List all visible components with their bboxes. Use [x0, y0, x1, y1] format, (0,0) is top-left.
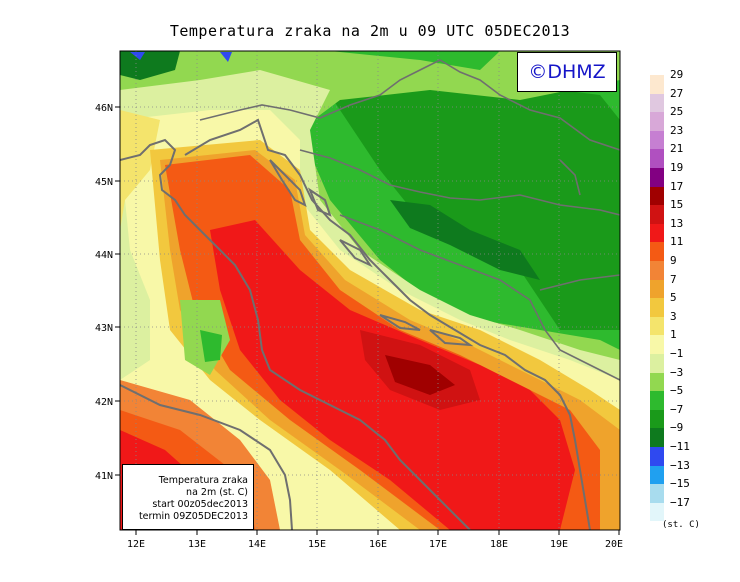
legend-label: −3 [670, 365, 684, 379]
legend-swatch [650, 484, 664, 503]
axis-ticks [115, 106, 620, 535]
legend-swatch [650, 75, 664, 94]
legend-label: −13 [670, 458, 690, 472]
zone-17 [385, 355, 455, 395]
lat-label: 45N [95, 177, 113, 188]
lon-label: 17E [429, 539, 447, 550]
legend-swatch [650, 261, 664, 280]
legend-label: 3 [670, 309, 677, 323]
lon-label: 18E [490, 539, 508, 550]
lat-label: 41N [95, 471, 113, 482]
legend-label: 29 [670, 68, 684, 81]
legend-swatch [650, 242, 664, 261]
legend-swatch [650, 447, 664, 466]
legend-label: 11 [670, 235, 684, 249]
legend-label: −9 [670, 421, 684, 435]
lon-label: 12E [127, 539, 145, 550]
lon-label: 16E [369, 539, 387, 550]
legend-label: 7 [670, 272, 677, 286]
zone-minus7 [390, 200, 540, 280]
legend-swatch [650, 298, 664, 317]
legend-swatch [650, 465, 664, 485]
legend-swatch [650, 223, 664, 243]
legend-swatch [650, 409, 664, 429]
legend-label: 9 [670, 254, 677, 267]
legend-label: −1 [670, 347, 684, 360]
legend-swatch [650, 112, 664, 131]
legend-swatch [650, 316, 664, 336]
temperature-field [120, 51, 620, 530]
zone-minus3-italy [200, 330, 222, 362]
legend-label: 25 [670, 105, 684, 119]
legend-label: 17 [670, 179, 684, 193]
lat-label: 42N [95, 397, 113, 408]
lat-label: 46N [95, 103, 113, 114]
info-box: Temperatura zraka na 2m (st. C) start 00… [122, 464, 254, 530]
plot-frame [119, 50, 621, 531]
legend-swatch [650, 149, 664, 168]
legend-label: −15 [670, 477, 690, 491]
legend-swatch [650, 372, 664, 392]
legend-swatch [650, 93, 664, 113]
lat-label: 44N [95, 250, 113, 261]
zone-5-west [120, 110, 160, 230]
legend-swatch [650, 428, 664, 447]
lon-label: 13E [188, 539, 206, 550]
lon-label: 15E [308, 539, 326, 550]
legend-unit: (st. C) [662, 520, 700, 530]
graticule [120, 51, 620, 530]
lat-label: 43N [95, 323, 113, 334]
legend-label: −17 [670, 495, 690, 509]
legend-label: −11 [670, 440, 690, 453]
latitude-labels: 46N 45N 44N 43N 42N 41N [95, 103, 113, 482]
zone-minus9-nw2 [220, 52, 232, 62]
coastlines [120, 118, 591, 530]
legend-label: 15 [670, 198, 684, 212]
zone-minus5 [330, 80, 620, 330]
longitude-labels: 12E 13E 14E 15E 16E 17E 18E 19E 20E [127, 539, 623, 550]
dhmz-logo: ©DHMZ [517, 52, 617, 92]
legend-swatch [650, 502, 664, 522]
legend-label: 5 [670, 291, 677, 305]
lon-label: 14E [248, 539, 266, 550]
legend-label: 13 [670, 216, 684, 230]
legend-label: −7 [670, 402, 684, 416]
info-line: Temperatura zraka [158, 475, 248, 486]
legend-swatch [650, 130, 664, 150]
legend-swatch [650, 335, 664, 354]
legend-label: 1 [670, 328, 677, 342]
zone-minus9-nw [130, 52, 145, 60]
legend-swatch [650, 354, 664, 373]
legend-swatch [650, 391, 664, 410]
info-line: start 00z05dec2013 [152, 499, 248, 510]
legend-label: 19 [670, 161, 684, 174]
legend-label: 27 [670, 86, 684, 100]
legend-label: 21 [670, 142, 684, 156]
legend-label: −5 [670, 384, 684, 398]
zone-minus7-nw [120, 51, 180, 80]
lon-label: 19E [550, 539, 568, 550]
info-line: na 2m (st. C) [186, 487, 248, 498]
legend-label: 23 [670, 123, 684, 137]
legend-swatch [650, 205, 664, 224]
legend-swatch [650, 186, 664, 206]
legend-swatch [650, 279, 664, 299]
info-line: termin 09Z05DEC2013 [138, 511, 248, 522]
borders [199, 59, 620, 381]
lon-label: 20E [605, 539, 623, 550]
legend-swatch [650, 168, 664, 187]
map-title: Temperatura zraka na 2m u 09 UTC 05DEC20… [169, 22, 571, 40]
